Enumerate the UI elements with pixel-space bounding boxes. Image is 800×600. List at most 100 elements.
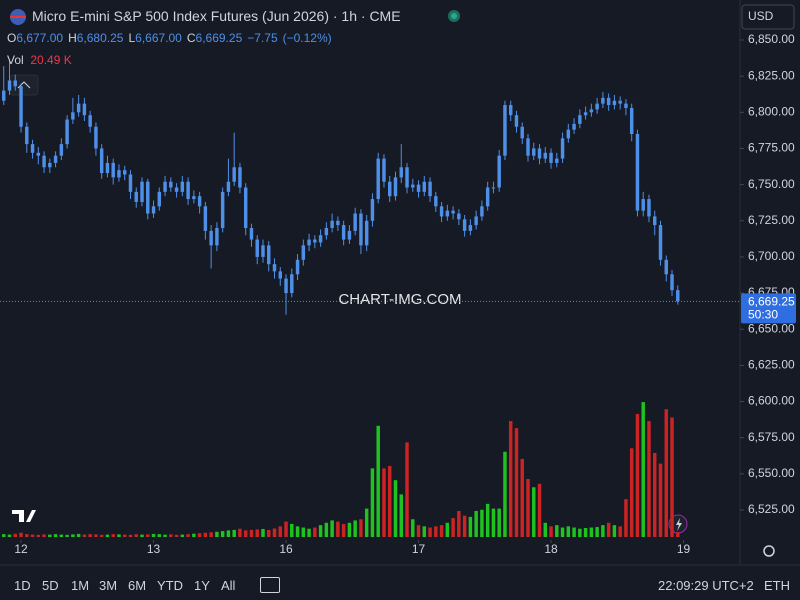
watermark: CHART-IMG.COM [338, 291, 461, 308]
settings-icon[interactable] [763, 545, 775, 557]
volume-bar [422, 526, 427, 537]
volume-bar [589, 527, 594, 537]
range-button[interactable]: 5D [42, 578, 59, 593]
candle-body [117, 170, 121, 178]
candle-body [151, 206, 156, 214]
y-tick-label: 6,550.00 [748, 466, 795, 480]
range-button[interactable]: All [221, 578, 236, 593]
calendar-icon[interactable] [260, 577, 280, 593]
candle-body [122, 170, 127, 175]
volume-bar [658, 463, 663, 537]
candle-body [226, 181, 231, 192]
volume-bar [76, 533, 81, 537]
candle-body [462, 219, 467, 231]
volume-bar [272, 528, 277, 537]
readout-value: 6,669.25 [195, 31, 243, 45]
volume-bar [653, 452, 657, 537]
volume-bar [434, 526, 438, 537]
y-tick-label: 6,825.00 [748, 68, 795, 82]
candle-body [163, 181, 167, 192]
candle-body [359, 213, 363, 246]
x-tick-label: 17 [412, 542, 426, 556]
candle-body [480, 206, 484, 217]
candle-body [388, 181, 392, 197]
currency-box[interactable] [741, 4, 795, 30]
candle-body [255, 239, 259, 257]
candle-body [2, 90, 6, 101]
currency[interactable]: USD [748, 9, 774, 23]
candle-body [180, 181, 185, 192]
y-tick-label: 6,625.00 [748, 358, 795, 372]
volume-bar [670, 417, 674, 537]
candle-body [445, 210, 450, 217]
volume-bar [220, 531, 225, 537]
volume-bar [330, 520, 334, 537]
volume-bar [140, 534, 144, 537]
y-tick-label: 6,800.00 [748, 104, 795, 118]
volume-bar [549, 526, 553, 537]
candle-body [376, 158, 380, 200]
candle-body [647, 199, 651, 217]
volume-bar [151, 533, 156, 537]
candle-body [53, 155, 58, 163]
bolt [676, 518, 682, 531]
volume-bar [555, 525, 559, 537]
volume-bar [157, 534, 162, 537]
volume-bar [370, 468, 375, 537]
readout-key: C [186, 31, 196, 45]
change-pct: (−0.12%) [282, 31, 332, 45]
volume-bar [301, 527, 306, 537]
candle-body [209, 230, 213, 246]
range-button[interactable]: YTD [157, 578, 183, 593]
candle-body [313, 239, 317, 243]
plot-area [2, 60, 680, 537]
range-button[interactable]: 3M [99, 578, 118, 593]
candle-body [157, 191, 162, 207]
candle-body [59, 144, 64, 156]
candle-body [439, 206, 444, 217]
candle-body [249, 228, 254, 240]
volume-bar [376, 425, 380, 537]
readout-key: H [68, 31, 77, 45]
x-tick-label: 16 [279, 542, 293, 556]
volume-bar [128, 534, 133, 537]
volume-bar [169, 534, 173, 537]
last-price-box [741, 293, 796, 324]
candle-body [290, 274, 294, 294]
readout-value: 6,680.25 [76, 31, 124, 45]
candle-body [416, 184, 421, 192]
candle-body [13, 80, 17, 87]
candle-body [353, 213, 357, 231]
candle-body [664, 259, 668, 275]
candle-body [7, 80, 12, 91]
volume-bar [295, 526, 300, 537]
candle-body [560, 138, 565, 159]
volume-bar [226, 530, 231, 537]
candle-body [30, 144, 35, 153]
x-tick-label: 19 [677, 542, 691, 556]
candle-body [243, 187, 248, 228]
candle-body [382, 158, 386, 182]
candle-body [422, 181, 427, 192]
volume-bar [13, 533, 17, 537]
range-button[interactable]: 6M [128, 578, 147, 593]
candle-body [174, 187, 179, 192]
session[interactable]: ETH [764, 578, 790, 593]
range-button[interactable]: 1M [71, 578, 90, 593]
volume-bar [19, 532, 23, 537]
range-button[interactable]: 1D [14, 578, 31, 593]
volume-bar [215, 531, 219, 537]
candle-body [215, 228, 219, 246]
volume-bar [595, 527, 599, 537]
range-button[interactable]: 1Y [194, 578, 210, 593]
volume-bar [255, 529, 259, 537]
candle-body [238, 167, 242, 188]
candle-body [203, 206, 208, 231]
volume-bar [676, 532, 680, 537]
volume-bar [497, 508, 501, 537]
candle-body [583, 112, 588, 116]
volume-bar [382, 468, 386, 537]
candle-body [497, 155, 501, 188]
volume-bar [491, 508, 496, 537]
